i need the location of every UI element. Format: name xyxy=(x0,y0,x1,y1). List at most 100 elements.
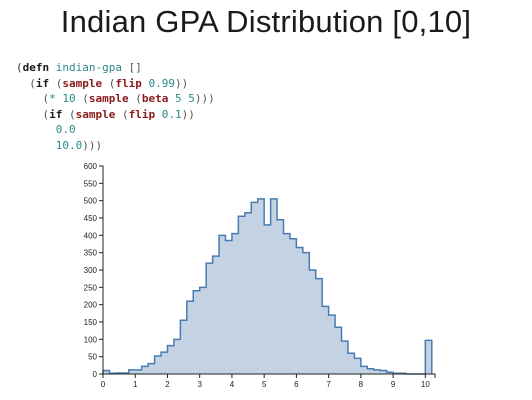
code-line: (defn indian-gpa [] xyxy=(16,60,215,76)
code-token: ( xyxy=(62,107,76,121)
code-token: 0.0 xyxy=(55,123,76,137)
code-token: 5 xyxy=(188,92,195,106)
code-line: (if (sample (flip 0.1)) xyxy=(16,107,215,123)
code-token: 0.99 xyxy=(148,76,176,90)
histogram-bin xyxy=(335,327,341,374)
code-token: 5 xyxy=(175,92,182,106)
y-tick-label: 550 xyxy=(84,179,98,188)
code-token: ( xyxy=(16,61,23,74)
code-token xyxy=(16,123,56,136)
chart-title: Indian GPA Distribution [0,10] xyxy=(60,4,472,39)
y-tick-label: 200 xyxy=(84,301,98,310)
code-token: ( xyxy=(75,92,89,106)
code-token: ))) xyxy=(194,92,215,106)
histogram-bin xyxy=(303,253,309,374)
code-token: indian-gpa xyxy=(55,61,122,74)
histogram-bin xyxy=(200,287,206,374)
histogram-bin xyxy=(187,301,193,374)
x-tick-label: 9 xyxy=(391,380,396,389)
code-token xyxy=(142,77,149,90)
x-tick-label: 5 xyxy=(262,380,267,389)
code-token: 10.0 xyxy=(55,138,83,152)
histogram-outline xyxy=(102,198,433,375)
histogram-chart: 0 50 100 150 200 250 300 350 400 450 500 550 600 0 1 2 3… xyxy=(84,162,436,389)
histogram-bin xyxy=(342,341,348,374)
code-line: 0.0 xyxy=(16,122,215,138)
code-token: if xyxy=(49,107,63,121)
code-line: 10.0))) xyxy=(16,138,215,154)
x-tick-label: 7 xyxy=(326,380,331,389)
histogram-bin xyxy=(161,352,167,374)
y-tick-label: 400 xyxy=(84,231,98,240)
y-tick-label: 450 xyxy=(84,214,98,223)
code-token xyxy=(155,108,162,121)
y-tick-label: 50 xyxy=(88,353,97,362)
x-tick-label: 4 xyxy=(230,380,235,389)
code-token xyxy=(49,61,56,74)
code-token xyxy=(168,92,175,105)
code-token: ( xyxy=(49,76,63,90)
code-token: beta xyxy=(141,92,169,106)
histogram-bin xyxy=(174,339,180,374)
x-tick-label: 8 xyxy=(359,380,364,389)
histogram-bin xyxy=(290,239,296,374)
histogram-bin xyxy=(180,320,186,374)
y-tick-label: 500 xyxy=(84,197,98,206)
histogram-bin xyxy=(245,213,251,374)
histogram-bin xyxy=(264,225,270,374)
histogram-bin xyxy=(284,234,290,374)
code-line: (if (sample (flip 0.99)) xyxy=(16,76,215,92)
histogram-bin xyxy=(277,220,283,374)
histogram-bin xyxy=(309,270,315,374)
y-tick-label: 600 xyxy=(84,162,98,171)
histogram-bin xyxy=(232,234,238,374)
code-token: 0.1 xyxy=(161,107,182,121)
histogram-bin xyxy=(238,216,244,374)
histogram-bin xyxy=(167,346,173,374)
histogram-bin xyxy=(148,364,154,374)
histogram-bin xyxy=(361,366,367,374)
histogram-bin xyxy=(348,353,354,374)
histogram-bin xyxy=(219,235,225,374)
code-token: ( xyxy=(102,76,116,90)
y-tick-label: 0 xyxy=(93,370,98,379)
histogram-bin xyxy=(367,369,373,374)
histogram-bin xyxy=(193,291,199,374)
histogram-bin xyxy=(271,199,277,374)
histogram-bin xyxy=(213,256,219,374)
x-tick-label: 1 xyxy=(133,380,138,389)
histogram-bin xyxy=(316,279,322,374)
code-token: flip xyxy=(115,76,142,90)
y-tick-label: 300 xyxy=(84,266,98,275)
histogram-bin xyxy=(225,241,231,374)
code-token: )) xyxy=(175,76,189,90)
code-block: (defn indian-gpa [] (if (sample (flip 0.… xyxy=(16,60,215,154)
x-tick-label: 0 xyxy=(101,380,106,389)
histogram-fill xyxy=(103,198,432,374)
code-token: ( xyxy=(16,92,50,106)
code-token: sample xyxy=(88,92,129,106)
code-token: sample xyxy=(62,76,103,90)
code-token: if xyxy=(35,76,50,90)
histogram-bin xyxy=(155,356,161,374)
histogram-bin xyxy=(296,247,302,374)
histogram-bin xyxy=(142,366,148,374)
x-tick-label: 10 xyxy=(421,380,430,389)
y-tick-label: 250 xyxy=(84,283,98,292)
code-token: )) xyxy=(181,107,195,121)
code-token: flip xyxy=(128,107,156,121)
code-token: ))) xyxy=(82,138,103,152)
histogram-bin xyxy=(354,358,360,374)
histogram-bin xyxy=(206,263,212,374)
code-token: 10 xyxy=(62,92,76,106)
histogram-bin xyxy=(425,340,431,374)
x-axis xyxy=(102,373,436,378)
code-token: [] xyxy=(121,61,142,74)
histogram-bin xyxy=(322,306,328,374)
histogram-bin xyxy=(251,202,257,374)
code-token: * xyxy=(49,92,56,106)
code-token: sample xyxy=(75,107,116,121)
histogram-bin xyxy=(329,315,335,374)
y-tick-label: 150 xyxy=(84,318,98,327)
code-line: (* 10 (sample (beta 5 5))) xyxy=(16,91,215,107)
